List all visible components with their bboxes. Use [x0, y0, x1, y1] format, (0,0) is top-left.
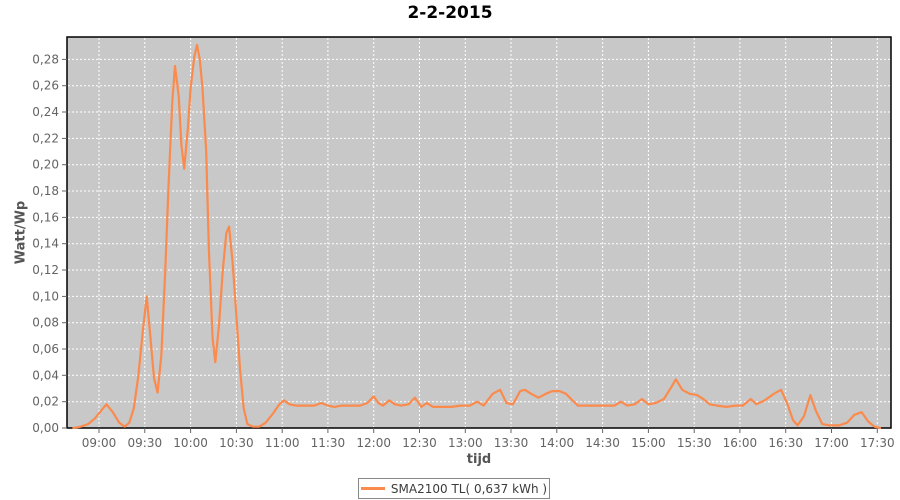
- y-tick-label: 0,02: [32, 395, 59, 409]
- x-tick-label: 16:00: [723, 436, 758, 450]
- x-tick-label: 11:30: [311, 436, 346, 450]
- legend-label: SMA2100 TL( 0,637 kWh ): [390, 481, 548, 496]
- y-axis-title: Watt/Wp: [13, 200, 29, 265]
- x-tick-label: 15:00: [631, 436, 666, 450]
- y-tick-label: 0,16: [32, 210, 59, 224]
- y-tick-label: 0,10: [32, 289, 59, 303]
- x-tick-label: 16:30: [768, 436, 803, 450]
- legend: SMA2100 TL( 0,637 kWh ): [358, 478, 550, 499]
- y-tick-label: 0,18: [32, 184, 59, 198]
- y-tick-label: 0,04: [32, 368, 59, 382]
- y-tick-label: 0,22: [32, 131, 59, 145]
- x-tick-label: 17:00: [814, 436, 849, 450]
- x-tick-label: 12:30: [402, 436, 437, 450]
- y-tick-label: 0,12: [32, 263, 59, 277]
- x-tick-label: 09:30: [128, 436, 163, 450]
- y-tick-label: 0,26: [32, 79, 59, 93]
- x-tick-label: 11:00: [265, 436, 300, 450]
- y-tick-label: 0,28: [32, 52, 59, 66]
- y-tick-label: 0,20: [32, 158, 59, 172]
- x-tick-label: 15:30: [677, 436, 712, 450]
- x-tick-label: 17:30: [860, 436, 895, 450]
- y-tick-label: 0,08: [32, 316, 59, 330]
- x-tick-label: 13:00: [448, 436, 483, 450]
- x-tick-label: 10:30: [219, 436, 254, 450]
- x-tick-label: 14:00: [540, 436, 575, 450]
- x-tick-label: 13:30: [494, 436, 529, 450]
- y-tick-label: 0,00: [32, 421, 59, 435]
- x-tick-label: 12:00: [356, 436, 391, 450]
- x-tick-label: 10:00: [173, 436, 208, 450]
- y-tick-label: 0,24: [32, 105, 59, 119]
- chart-title: 2-2-2015: [407, 3, 493, 23]
- legend-line-swatch: [360, 487, 385, 490]
- series-line: [72, 43, 882, 430]
- y-tick-label: 0,14: [32, 237, 59, 251]
- x-tick-label: 09:00: [82, 436, 117, 450]
- x-axis-title: tijd: [466, 452, 492, 467]
- y-tick-label: 0,06: [32, 342, 59, 356]
- x-tick-label: 14:30: [585, 436, 620, 450]
